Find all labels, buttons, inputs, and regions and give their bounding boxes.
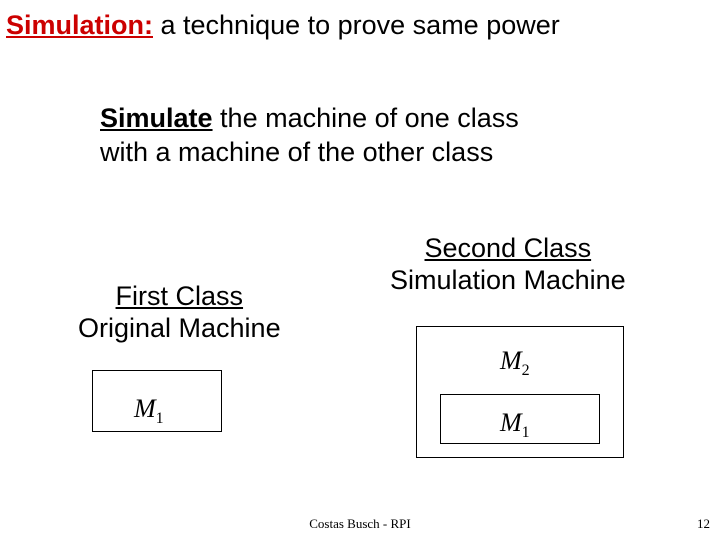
slide-title: Simulation: a technique to prove same po… [6,10,560,41]
slide: Simulation: a technique to prove same po… [0,0,720,540]
second-class-heading: Second Class [390,232,626,264]
second-class-m2-label: M2 [500,346,530,380]
body-line1-rest: the machine of one class [213,103,519,133]
math-var: M [500,346,522,375]
body-keyword: Simulate [100,103,213,133]
first-class-m1-label: M1 [134,394,164,428]
second-class-block: Second Class Simulation Machine [390,232,626,297]
footer-author: Costas Busch - RPI [309,516,410,532]
second-class-subheading: Simulation Machine [390,264,626,296]
body-text: Simulate the machine of one class with a… [100,102,519,170]
first-class-block: First Class Original Machine [78,280,281,345]
first-class-heading: First Class [78,280,281,312]
math-var: M [134,394,156,423]
math-sub: 1 [522,424,530,441]
math-sub: 1 [156,410,164,427]
page-number: 12 [697,516,710,532]
math-var: M [500,408,522,437]
math-sub: 2 [522,362,530,379]
second-class-m1-label: M1 [500,408,530,442]
title-keyword: Simulation: [6,10,153,40]
body-line-1: Simulate the machine of one class [100,102,519,136]
body-line-2: with a machine of the other class [100,136,519,170]
title-rest: a technique to prove same power [153,10,560,40]
first-class-subheading: Original Machine [78,312,281,344]
